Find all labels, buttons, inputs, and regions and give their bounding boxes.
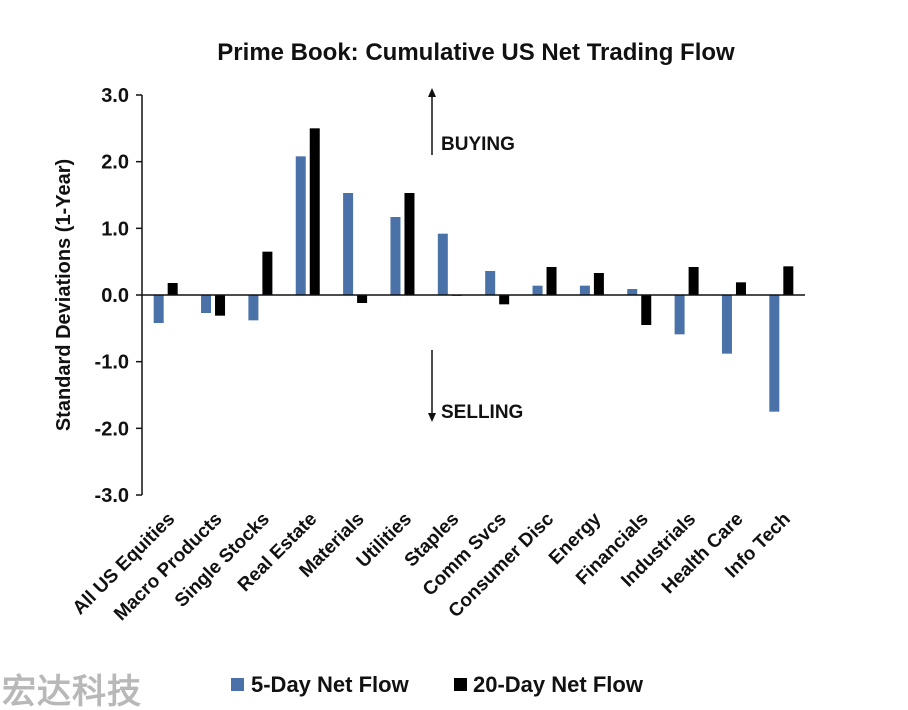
legend-swatch-20day (454, 678, 467, 691)
bar-5day-single-stocks (248, 295, 259, 321)
bar-20day-macro-products (215, 295, 226, 316)
bar-20day-real-estate (309, 128, 320, 295)
y-axis-title: Standard Deviations (1-Year) (53, 159, 75, 431)
bar-5day-staples (437, 233, 448, 295)
y-tick-label: 0.0 (101, 285, 129, 307)
legend-label-5day: 5-Day Net Flow (251, 672, 410, 697)
bar-5day-info-tech (769, 295, 780, 412)
buying-arrowhead-icon (428, 88, 436, 97)
bar-5day-consumer-disc (532, 285, 543, 295)
bar-20day-industrials (688, 267, 699, 295)
bar-5day-real-estate (295, 156, 306, 295)
y-tick-label: 2.0 (101, 152, 129, 174)
bar-20day-utilities (404, 193, 415, 295)
y-tick-label: -3.0 (95, 485, 129, 507)
chart-title: Prime Book: Cumulative US Net Trading Fl… (217, 39, 735, 66)
selling-arrowhead-icon (428, 413, 436, 422)
y-tick-label: -1.0 (95, 352, 129, 374)
bar-5day-comm-svcs (485, 271, 496, 295)
bar-5day-utilities (390, 217, 401, 295)
bars (153, 128, 794, 412)
legend: 5-Day Net Flow 20-Day Net Flow (231, 672, 644, 697)
bar-20day-consumer-disc (546, 267, 557, 295)
bar-20day-materials (357, 295, 368, 303)
selling-label: SELLING (441, 402, 523, 423)
bar-5day-energy (579, 285, 590, 295)
bar-20day-energy (593, 273, 604, 295)
buying-annotation: BUYING (428, 88, 515, 155)
legend-swatch-5day (231, 678, 244, 691)
y-tick-label: -2.0 (95, 418, 129, 440)
watermark: 宏达科技 (2, 672, 142, 710)
selling-annotation: SELLING (428, 350, 523, 423)
bar-5day-macro-products (201, 295, 212, 313)
y-tick-label: 1.0 (101, 218, 129, 240)
bar-20day-info-tech (783, 266, 794, 295)
bar-20day-all-us-equities (167, 283, 178, 295)
bar-20day-health-care (735, 282, 746, 295)
bar-5day-industrials (674, 295, 685, 335)
legend-label-20day: 20-Day Net Flow (473, 672, 644, 697)
bar-5day-health-care (721, 295, 732, 354)
buying-label: BUYING (441, 134, 515, 155)
y-tick-label: 3.0 (101, 85, 129, 107)
bar-5day-materials (343, 193, 354, 295)
bar-5day-all-us-equities (153, 295, 164, 323)
y-axis-ticks: 3.0 2.0 1.0 0.0 -1.0 -2.0 -3.0 (95, 85, 142, 507)
bar-5day-financials (627, 289, 638, 295)
bar-20day-comm-svcs (499, 295, 510, 305)
bar-20day-financials (641, 295, 652, 325)
bar-20day-single-stocks (262, 251, 273, 295)
